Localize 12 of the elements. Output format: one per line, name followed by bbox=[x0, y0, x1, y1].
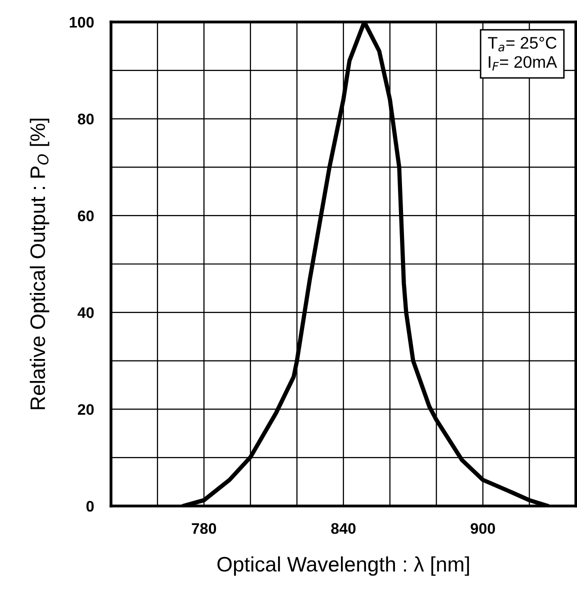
y-tick-label: 80 bbox=[78, 114, 94, 124]
y-tick-label: 0 bbox=[86, 500, 94, 512]
y-tick-label: 40 bbox=[78, 307, 94, 318]
y-tick-label: 60 bbox=[78, 210, 94, 222]
annotation: T$_{a}$= 25°C I$_{F}$= 20mA bbox=[488, 36, 558, 70]
x-tick-label: 900 bbox=[470, 523, 495, 534]
x-tick-label: 840 bbox=[331, 523, 356, 534]
y-tick-label: 100 bbox=[70, 16, 94, 28]
x-axis-title: Optical Wavelength : λ [nm] bbox=[217, 556, 469, 576]
y-axis-title: Relative Optical Output : P$_{O}$ [%] bbox=[30, 118, 50, 410]
x-tick-label: 780 bbox=[192, 523, 216, 534]
y-tick-label: 20 bbox=[78, 404, 94, 415]
